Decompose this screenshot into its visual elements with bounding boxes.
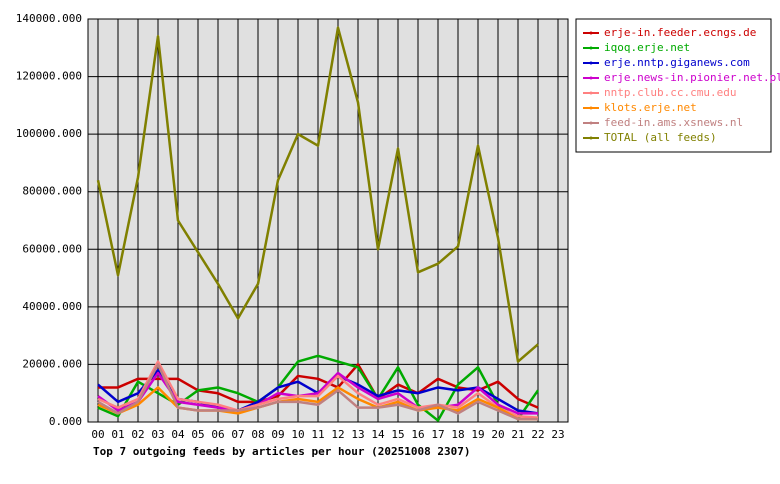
- legend-marker: [589, 31, 593, 35]
- legend-label: nntp.club.cc.cmu.edu: [604, 86, 736, 99]
- y-tick-label: 60000.000: [22, 242, 82, 255]
- x-tick-label: 02: [131, 428, 144, 441]
- series-line: [97, 363, 538, 421]
- legend-marker: [589, 106, 593, 110]
- y-tick-label: 120000.000: [16, 70, 82, 83]
- series-line: [96, 26, 539, 363]
- y-tick-label: 20000.000: [22, 357, 82, 370]
- x-tick-label: 19: [471, 428, 484, 441]
- series-line: [97, 360, 539, 419]
- legend-label: klots.erje.net: [604, 101, 697, 114]
- legend-marker: [589, 61, 593, 65]
- legend-marker: [589, 46, 593, 50]
- series-line: [97, 386, 538, 421]
- x-tick-label: 06: [211, 428, 224, 441]
- legend-marker: [589, 76, 593, 80]
- y-tick-label: 140000.000: [16, 12, 82, 25]
- x-tick-label: 17: [431, 428, 444, 441]
- y-tick-label: 100000.000: [16, 127, 82, 140]
- legend-label: erje.nntp.giganews.com: [604, 56, 750, 69]
- x-tick-label: 15: [391, 428, 404, 441]
- x-tick-label: 14: [371, 428, 385, 441]
- x-tick-label: 07: [231, 428, 244, 441]
- x-tick-label: 13: [351, 428, 364, 441]
- x-tick-label: 08: [251, 428, 264, 441]
- x-tick-label: 22: [531, 428, 544, 441]
- legend-label: TOTAL (all feeds): [604, 131, 717, 144]
- legend-label: iqoq.erje.net: [604, 41, 690, 54]
- chart-title: Top 7 outgoing feeds by articles per hou…: [93, 445, 471, 458]
- x-tick-label: 09: [271, 428, 284, 441]
- legend-label: erje.news-in.pionier.net.pl: [604, 71, 780, 84]
- x-tick-label: 05: [191, 428, 204, 441]
- x-tick-label: 12: [331, 428, 344, 441]
- x-tick-label: 16: [411, 428, 424, 441]
- x-tick-label: 20: [491, 428, 504, 441]
- y-tick-label: 80000.000: [22, 185, 82, 198]
- x-tick-label: 21: [511, 428, 524, 441]
- x-tick-label: 04: [171, 428, 185, 441]
- x-tick-label: 00: [91, 428, 104, 441]
- x-tick-label: 18: [451, 428, 464, 441]
- x-tick-label: 23: [551, 428, 564, 441]
- x-tick-label: 01: [111, 428, 124, 441]
- legend-marker: [589, 136, 593, 140]
- legend-label: erje-in.feeder.ecngs.de: [604, 26, 756, 39]
- x-tick-label: 11: [311, 428, 324, 441]
- legend-label: feed-in.ams.xsnews.nl: [604, 116, 743, 129]
- legend-marker: [589, 121, 593, 125]
- x-tick-label: 10: [291, 428, 304, 441]
- y-tick-label: 40000.000: [22, 300, 82, 313]
- legend-box: [575, 18, 772, 153]
- x-tick-label: 03: [151, 428, 164, 441]
- legend-marker: [589, 91, 593, 95]
- y-tick-label: 0.000: [49, 415, 82, 428]
